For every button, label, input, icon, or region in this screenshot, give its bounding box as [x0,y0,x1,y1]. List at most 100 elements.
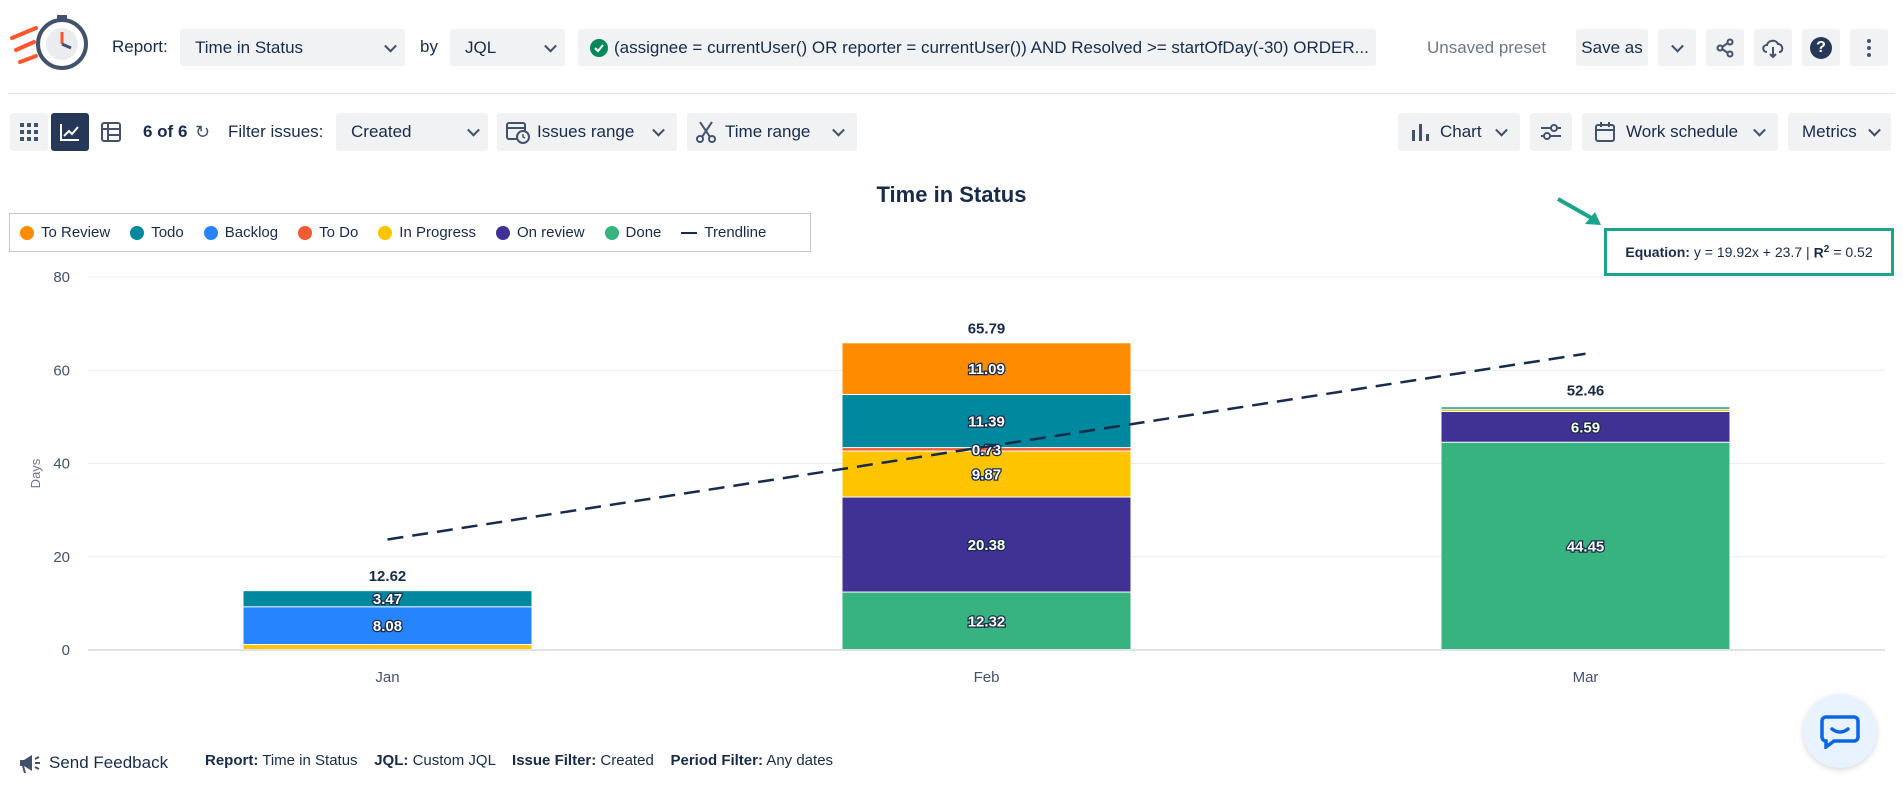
header-divider [8,93,1895,94]
y-axis-label: Days [28,458,43,488]
bar-segment [842,592,1131,649]
pivot-view-button[interactable] [92,113,130,151]
total-label: 52.46 [1567,382,1605,399]
save-as-button[interactable]: Save as [1576,29,1648,66]
work-schedule-dropdown[interactable]: Work schedule [1582,113,1778,151]
bar-segment [1441,407,1730,409]
sliders-icon [1541,124,1561,140]
chart-legend: To Review Todo Backlog To Do In Progress… [9,213,811,252]
by-select-value: JQL [465,37,497,57]
more-vertical-icon [1867,38,1871,57]
share-icon [1716,38,1734,57]
by-label: by [420,37,438,56]
data-label: 44.45 [1567,538,1605,555]
equation-label: Equation: [1625,244,1690,260]
filter-issues-select[interactable]: Created [336,113,488,151]
send-feedback-button[interactable]: Send Feedback [17,752,168,774]
data-label: 6.59 [1571,419,1600,436]
calendar-icon [1595,122,1615,142]
save-options-button[interactable] [1658,29,1696,66]
filter-issues-label: Filter issues: [228,122,324,141]
x-tick-label: Jan [375,669,399,686]
y-tick-label: 40 [53,456,70,473]
export-button[interactable] [1754,29,1792,66]
footer-info: Report: Time in Status JQL: Custom JQL I… [205,752,834,769]
chart-view-button[interactable] [51,113,89,151]
filter-issues-value: Created [351,122,412,141]
help-button[interactable]: ? [1802,29,1840,66]
r2-label: R2 [1813,243,1830,261]
legend-item[interactable]: In Progress [378,224,476,241]
bar-segment [1441,412,1730,442]
data-label: 12.32 [968,613,1006,630]
jql-input[interactable]: (assignee = currentUser() OR reporter = … [578,29,1376,66]
data-label: 20.38 [968,537,1006,554]
jql-query-text: (assignee = currentUser() OR reporter = … [614,37,1369,57]
bar-segment [243,607,532,645]
megaphone-icon [20,755,40,774]
time-range-dropdown[interactable]: Time range [687,113,857,151]
bar-segment [842,497,1131,592]
by-select[interactable]: JQL [450,29,565,66]
metrics-label: Metrics [1802,122,1857,141]
chat-bubble-icon [1820,715,1860,749]
legend-item[interactable]: Todo [130,224,184,241]
total-label: 12.62 [369,568,407,585]
refresh-icon[interactable]: ↻ [195,122,211,142]
data-label: 3.47 [373,591,402,608]
more-options-button[interactable] [1850,29,1888,66]
y-tick-label: 60 [53,362,70,379]
chart-type-label: Chart [1440,122,1482,141]
grid-icon [20,123,38,141]
metrics-dropdown[interactable]: Metrics [1788,113,1891,151]
total-label: 65.79 [968,320,1006,337]
data-label: 0.73 [972,442,1001,459]
bar-segment [243,645,532,649]
chart-type-dropdown[interactable]: Chart [1398,113,1520,151]
chat-support-button[interactable] [1803,694,1877,768]
callout-arrow-icon [1557,197,1601,225]
data-label: 11.09 [968,361,1005,378]
bar-segment [243,591,532,607]
report-label: Report: [112,37,168,56]
bar-segment [1441,442,1730,649]
legend-item[interactable]: Backlog [203,224,278,241]
y-tick-label: 80 [53,269,70,286]
cloud-download-icon [1762,39,1784,58]
equation-text: y = 19.92x + 23.7 | [1693,244,1810,260]
equation-box: Equation: y = 19.92x + 23.7 | R2 = 0.52 [1604,228,1894,276]
legend-item[interactable]: On review [496,224,585,241]
save-as-label: Save as [1581,37,1643,57]
jql-valid-icon [590,38,608,57]
send-feedback-label: Send Feedback [49,753,169,772]
preset-status: Unsaved preset [1427,38,1547,57]
bar-segment [1441,409,1730,412]
legend-item[interactable]: Done [604,224,661,241]
x-tick-label: Mar [1573,669,1599,686]
bar-segment [842,451,1131,497]
calendar-clock-icon [506,122,530,144]
work-schedule-label: Work schedule [1626,122,1739,141]
bar-segment [842,343,1131,395]
x-tick-label: Feb [974,669,1000,686]
chart-settings-button[interactable] [1530,113,1572,151]
stacked-bar-chart: 0 20 40 60 80 Days 3.47 8.08 12.62 Jan 11.09 11.39 0… [28,269,1885,686]
app-logo [10,14,90,78]
y-tick-label: 0 [62,642,70,659]
r2-value: = 0.52 [1833,244,1873,260]
issues-range-label: Issues range [537,122,635,141]
help-icon: ? [1810,36,1832,59]
bar-chart-icon [1412,124,1429,141]
y-tick-label: 20 [53,549,70,566]
legend-item[interactable]: To Do [298,224,358,241]
issues-range-dropdown[interactable]: Issues range [497,113,677,151]
data-label: 9.87 [972,467,1001,484]
share-button[interactable] [1706,29,1744,66]
data-label: 8.08 [373,618,402,635]
grid-view-button[interactable] [10,113,48,151]
legend-item-trendline[interactable]: Trendline [681,224,766,241]
report-select[interactable]: Time in Status [180,29,405,66]
legend-item[interactable]: To Review [20,224,110,241]
scissors-icon [696,121,716,143]
bar-segment [842,448,1131,451]
